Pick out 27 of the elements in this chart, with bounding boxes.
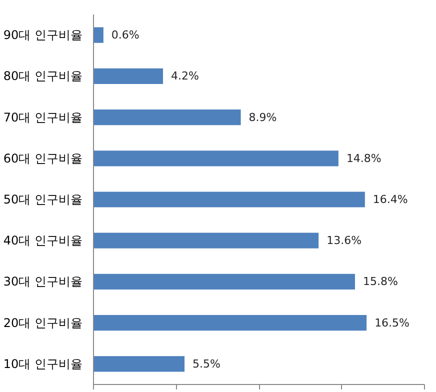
data-label: 15.8% bbox=[362, 275, 398, 288]
data-label: 14.8% bbox=[346, 152, 382, 165]
y-tick-label: 30대 인구비율 bbox=[3, 274, 83, 289]
y-tick-label: 40대 인구비율 bbox=[3, 234, 83, 248]
y-tick-label: 70대 인구비율 bbox=[3, 110, 83, 124]
y-tick-label: 90대 인구비율 bbox=[3, 28, 83, 42]
bar bbox=[94, 274, 355, 290]
data-label: 0.6% bbox=[111, 28, 140, 42]
bar bbox=[94, 232, 319, 248]
bar bbox=[94, 109, 241, 126]
bar bbox=[94, 356, 185, 372]
bar bbox=[94, 27, 104, 43]
data-label: 4.2% bbox=[171, 70, 199, 83]
y-tick-label: 50대 인구비율 bbox=[3, 192, 83, 206]
data-label: 16.5% bbox=[374, 316, 410, 330]
data-label: 8.9% bbox=[248, 110, 277, 124]
y-tick-label: 10대 인구비율 bbox=[3, 356, 83, 371]
y-tick-label: 60대 인구비율 bbox=[3, 151, 83, 166]
y-tick-label: 20대 인구비율 bbox=[3, 316, 83, 330]
data-label: 5.5% bbox=[192, 357, 220, 370]
y-tick-label: 80대 인구비율 bbox=[3, 69, 83, 84]
bar bbox=[94, 192, 365, 208]
bar bbox=[94, 150, 338, 166]
data-label: 16.4% bbox=[372, 193, 408, 206]
bar bbox=[94, 315, 367, 331]
data-label: 13.6% bbox=[326, 234, 362, 248]
bar bbox=[94, 68, 164, 84]
